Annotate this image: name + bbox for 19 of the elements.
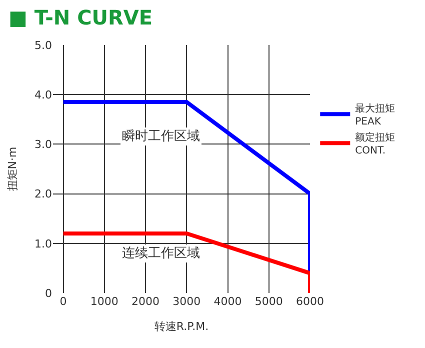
x-tick-label: 3000 [172,295,201,308]
x-tick-label: 2000 [132,295,160,308]
x-tick-label: 4000 [214,295,242,308]
legend-label: 最大扭矩 PEAK [355,102,396,128]
legend-label: 额定扭矩 CONT. [355,132,396,156]
y-tick-label: 4.0 [34,88,52,102]
x-tick-label: 0 [60,295,67,308]
x-axis-title: 转速R.P.M. [154,320,209,334]
annotation: 连续工作区域 [122,246,200,261]
x-tick-label: 5000 [254,295,283,308]
y-tick-label: 5.0 [34,38,52,52]
y-tick-label: 3.0 [34,138,52,152]
y-tick-label: 2.0 [34,188,52,201]
annotation: 瞬时工作区域 [122,129,200,144]
y-axis-title: 扭矩N·m [6,146,20,192]
y-tick-label: 1.0 [34,237,52,250]
x-tick-label: 1000 [90,295,118,308]
chart-title: ■ T-N CURVE [8,5,153,30]
x-tick-label: 6000 [296,295,324,308]
